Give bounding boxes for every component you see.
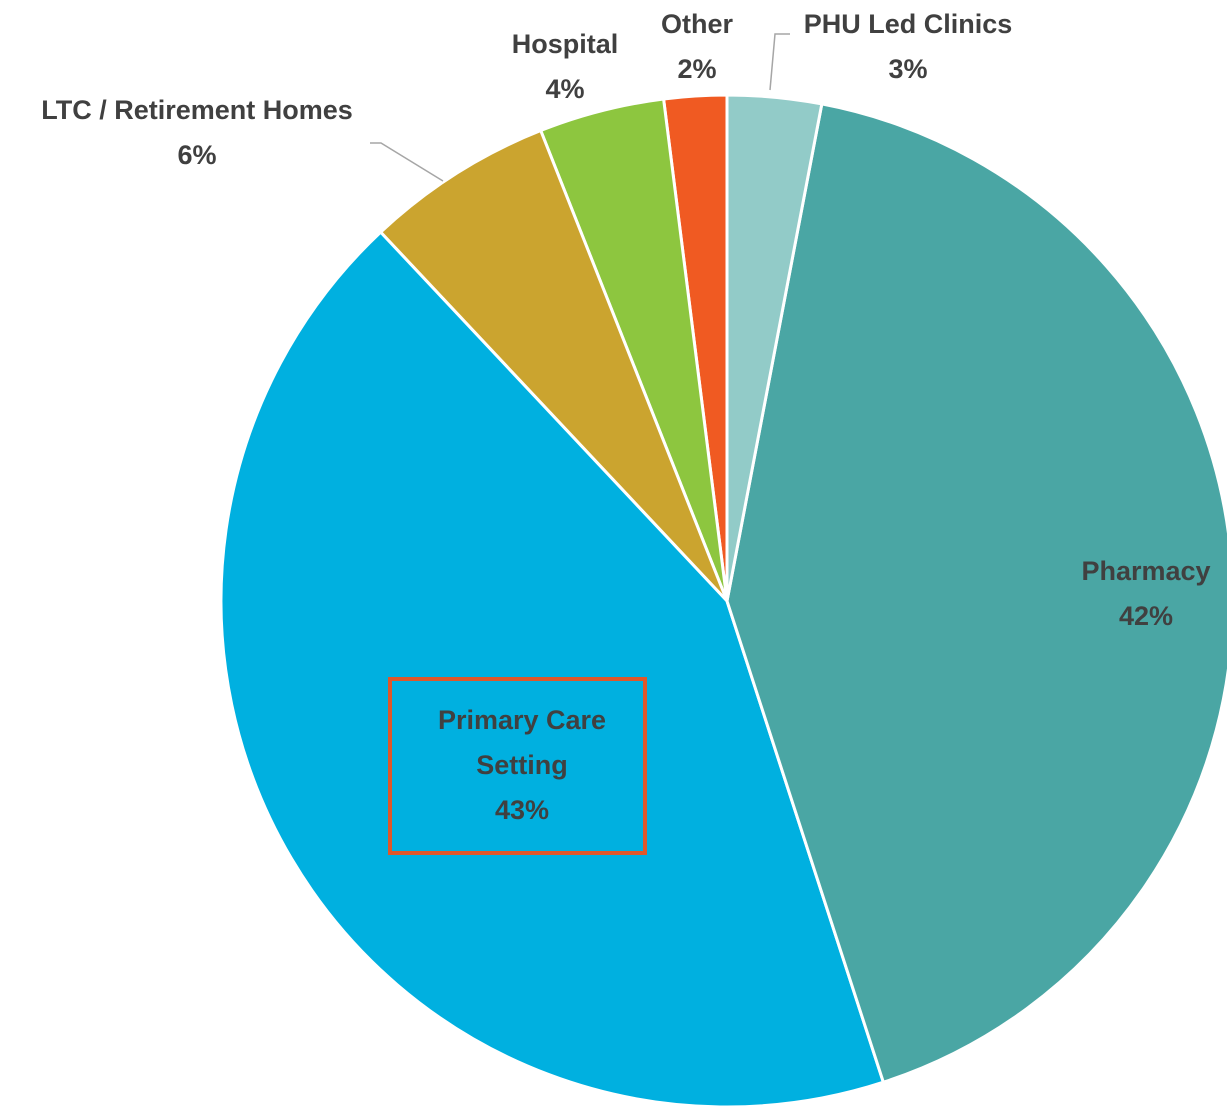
slice-label: Pharmacy 42% (1081, 549, 1210, 639)
value-label: 43% (494, 795, 550, 825)
value-label: 42% (1118, 601, 1174, 631)
pie-slice (725, 93, 824, 602)
slice-label: Primary Care Setting 43% (407, 698, 637, 833)
value-label: 2% (677, 54, 717, 84)
slice-label: Hospital 4% (512, 22, 619, 112)
slice-label: Other 2% (661, 2, 733, 92)
value-label: 4% (545, 74, 585, 104)
category-label: Primary Care Setting (437, 705, 607, 780)
slice-label: LTC / Retirement Homes 6% (41, 88, 353, 178)
category-label: Other (660, 9, 734, 39)
leader-line (370, 142, 444, 182)
highlight-box (388, 677, 647, 855)
slice-label: PHU Led Clinics 3% (804, 2, 1013, 92)
pie-slice (219, 230, 886, 1109)
category-label: Hospital (511, 29, 619, 59)
pie-slice (725, 102, 1227, 1085)
category-label: LTC / Retirement Homes (41, 95, 353, 125)
category-label: PHU Led Clinics (803, 9, 1013, 39)
leader-line (769, 33, 790, 91)
pie-slice (378, 128, 729, 603)
value-label: 6% (177, 140, 217, 170)
category-label: Pharmacy (1081, 556, 1211, 586)
value-label: 3% (888, 54, 928, 84)
